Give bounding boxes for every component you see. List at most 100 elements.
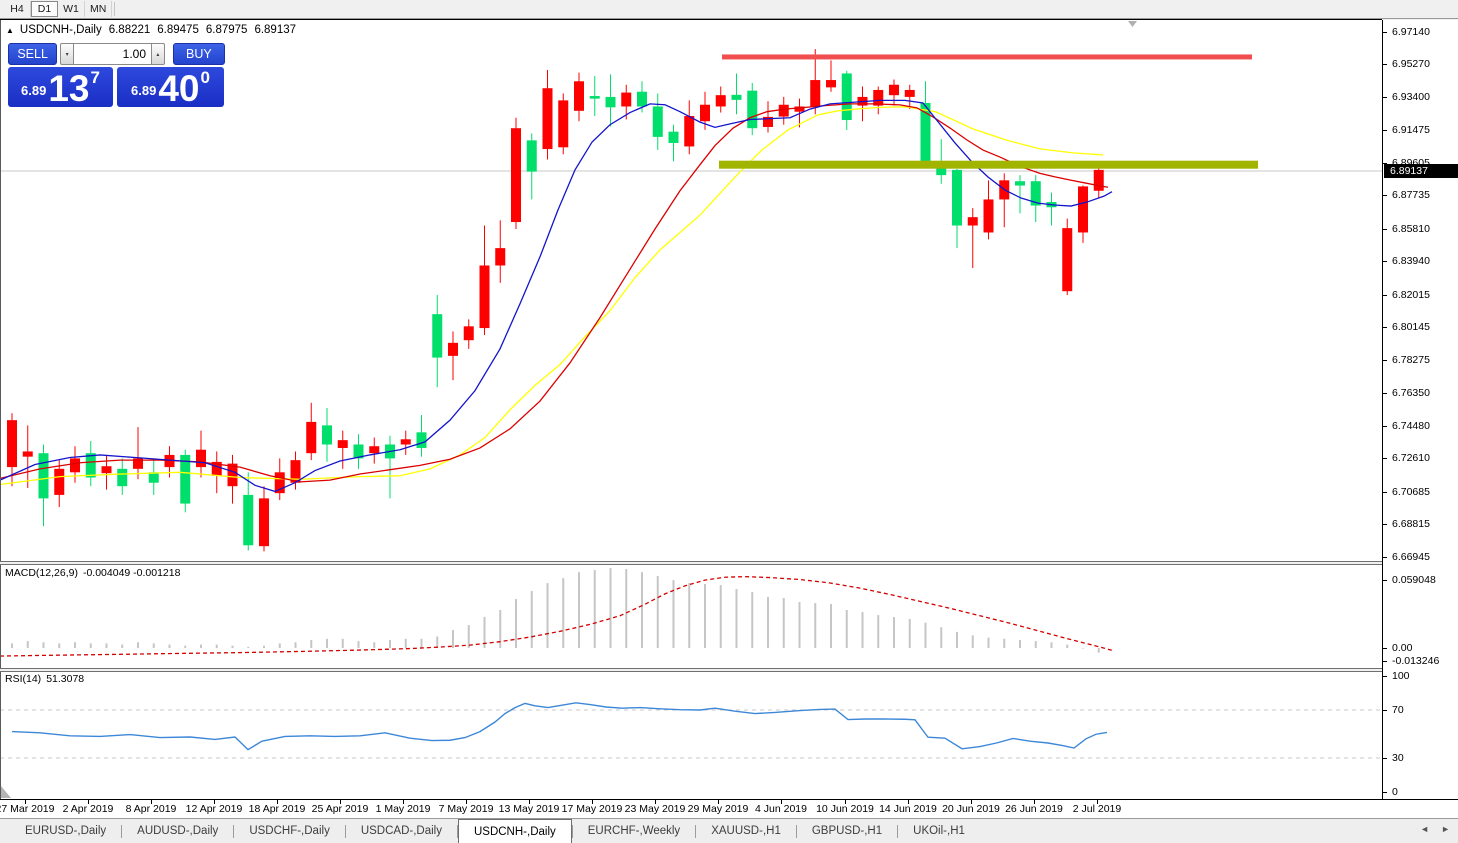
tab-eurchf-weekly[interactable]: EURCHF-,Weekly xyxy=(587,825,681,837)
macd-label: MACD(12,26,9) -0.004049 -0.001218 xyxy=(5,567,180,579)
price-tick-label: 6.82015 xyxy=(1392,288,1430,301)
sell-price-big: 13 xyxy=(48,67,90,109)
timeframe-button-w1[interactable]: W1 xyxy=(58,1,85,17)
date-tick-label: 20 Jun 2019 xyxy=(942,803,1000,815)
collapse-arrow-icon[interactable]: ▲ xyxy=(6,25,14,35)
price-tick-mark xyxy=(1383,261,1387,263)
chart-area[interactable] xyxy=(0,20,1382,800)
indicator-tick-label: 0.059048 xyxy=(1392,574,1436,586)
date-tick-mark xyxy=(971,800,972,804)
tab-usdchf-daily[interactable]: USDCHF-,Daily xyxy=(249,825,330,837)
rsi-name: RSI(14) xyxy=(5,673,42,685)
date-tick-label: 23 May 2019 xyxy=(624,803,686,815)
date-tick-label: 2 Jul 2019 xyxy=(1072,803,1122,815)
price-axis[interactable]: 6.97140 6.95270 6.93400 6.91475 6.89605 6.877… xyxy=(1382,20,1458,799)
macd-signal-line xyxy=(0,575,1113,657)
price-tick-label: 6.95270 xyxy=(1392,58,1430,71)
date-tick-mark xyxy=(781,800,782,804)
macd-histogram xyxy=(11,568,1100,653)
indicator-tick-label: 0.00 xyxy=(1392,642,1413,654)
rsi-label: RSI(14) 51.3078 xyxy=(5,673,84,685)
sell-price-display[interactable]: 6.89 13 7 xyxy=(8,67,113,107)
horizontal-scrollbar: ◄ ► xyxy=(1420,824,1450,834)
tab-separator xyxy=(344,824,346,838)
price-tick-label: 6.97140 xyxy=(1392,25,1430,38)
price-tick-mark xyxy=(1383,228,1387,230)
panel-splitter-macd[interactable] xyxy=(0,561,1458,565)
scroll-right-icon[interactable]: ► xyxy=(1441,824,1450,834)
timeframe-button-d1[interactable]: D1 xyxy=(31,1,58,17)
tab-xauusd-h1[interactable]: XAUUSD-,H1 xyxy=(711,825,781,837)
resistance-line xyxy=(722,54,1252,60)
date-tick-mark xyxy=(88,800,89,804)
price-tick-label: 6.91475 xyxy=(1392,124,1430,137)
volume-input[interactable] xyxy=(74,43,152,65)
buy-price-pip: 0 xyxy=(200,68,210,87)
timeframe-button-mn[interactable]: MN xyxy=(85,1,113,17)
price-tick-label: 6.66945 xyxy=(1392,550,1430,563)
price-tick-label: 6.80145 xyxy=(1392,321,1430,334)
price-tick-mark xyxy=(1383,425,1387,427)
tab-eurusd-daily[interactable]: EURUSD-,Daily xyxy=(25,825,107,837)
price-tick-label: 6.70685 xyxy=(1392,485,1430,498)
date-tick-label: 18 Apr 2019 xyxy=(248,803,306,815)
volume-increase-button[interactable]: ▴ xyxy=(151,43,165,65)
price-tick-mark xyxy=(1383,294,1387,296)
date-tick-label: 12 Apr 2019 xyxy=(185,803,243,815)
indicator-tick-label: 30 xyxy=(1392,752,1404,764)
volume-decrease-button[interactable]: ▾ xyxy=(60,43,75,65)
indicator-tick-label: 0 xyxy=(1392,786,1398,798)
tab-separator xyxy=(121,824,123,838)
rsi-data-start-icon xyxy=(1,786,11,798)
one-click-trade-panel: SELL ▾ ▴ BUY 6.89 13 7 6.89 40 0 xyxy=(8,43,225,107)
scroll-left-icon[interactable]: ◄ xyxy=(1420,824,1430,834)
ma-medium-line xyxy=(0,103,1109,483)
price-tick-mark xyxy=(1383,556,1387,558)
date-tick-label: 13 May 2019 xyxy=(498,803,560,815)
symbol-name: USDCNH-,Daily xyxy=(19,24,102,36)
date-tick-mark xyxy=(592,800,593,804)
tab-separator xyxy=(233,824,235,838)
buy-price-big: 40 xyxy=(158,67,200,109)
tab-ukoil-h1[interactable]: UKOil-,H1 xyxy=(913,825,965,837)
price-tick-mark xyxy=(1383,327,1387,329)
panel-splitter-rsi[interactable] xyxy=(0,668,1458,672)
tab-gbpusd-h1[interactable]: GBPUSD-,H1 xyxy=(811,825,883,837)
price-tick-mark xyxy=(1383,31,1387,33)
price-tick-mark xyxy=(1383,359,1387,361)
tab-usdcad-daily[interactable]: USDCAD-,Daily xyxy=(360,825,442,837)
macd-values: -0.004049 -0.001218 xyxy=(82,567,181,579)
date-tick-mark xyxy=(277,800,278,804)
tab-audusd-daily[interactable]: AUDUSD-,Daily xyxy=(137,825,219,837)
date-tick-mark xyxy=(1097,800,1098,804)
ohlc-close: 6.89137 xyxy=(254,24,297,36)
date-tick-label: 7 May 2019 xyxy=(438,803,494,815)
sell-button[interactable]: SELL xyxy=(8,43,58,65)
date-tick-mark xyxy=(25,800,26,804)
current-price-badge: 6.89137 xyxy=(1384,164,1458,178)
date-tick-mark xyxy=(655,800,656,804)
price-tick-label: 6.76350 xyxy=(1392,387,1430,400)
date-tick-mark xyxy=(908,800,909,804)
date-axis[interactable]: 27 Mar 2019 2 Apr 2019 8 Apr 2019 12 Apr 20… xyxy=(0,799,1458,818)
indicator-tick-mark xyxy=(1383,758,1387,759)
tab-usdcnh-daily[interactable]: USDCNH-,Daily xyxy=(457,819,572,843)
price-tick-mark xyxy=(1383,458,1387,460)
timeframe-toolbar: H4 D1 W1 MN xyxy=(0,0,1458,19)
rsi-line xyxy=(11,702,1108,751)
indicator-tick-label: 100 xyxy=(1392,670,1410,682)
price-tick-mark xyxy=(1383,393,1387,395)
timeframe-button-h4[interactable]: H4 xyxy=(4,1,31,17)
date-tick-label: 4 Jun 2019 xyxy=(755,803,807,815)
date-tick-label: 29 May 2019 xyxy=(687,803,749,815)
buy-button[interactable]: BUY xyxy=(172,43,225,65)
date-tick-label: 14 Jun 2019 xyxy=(879,803,937,815)
ohlc-high: 6.89475 xyxy=(157,24,199,36)
date-tick-mark xyxy=(214,800,215,804)
date-tick-label: 25 Apr 2019 xyxy=(311,803,369,815)
ohlc-open: 6.88221 xyxy=(108,24,151,36)
date-tick-label: 2 Apr 2019 xyxy=(62,803,114,815)
tab-separator xyxy=(795,824,797,838)
buy-price-display[interactable]: 6.89 40 0 xyxy=(117,67,224,107)
date-tick-mark xyxy=(466,800,467,804)
